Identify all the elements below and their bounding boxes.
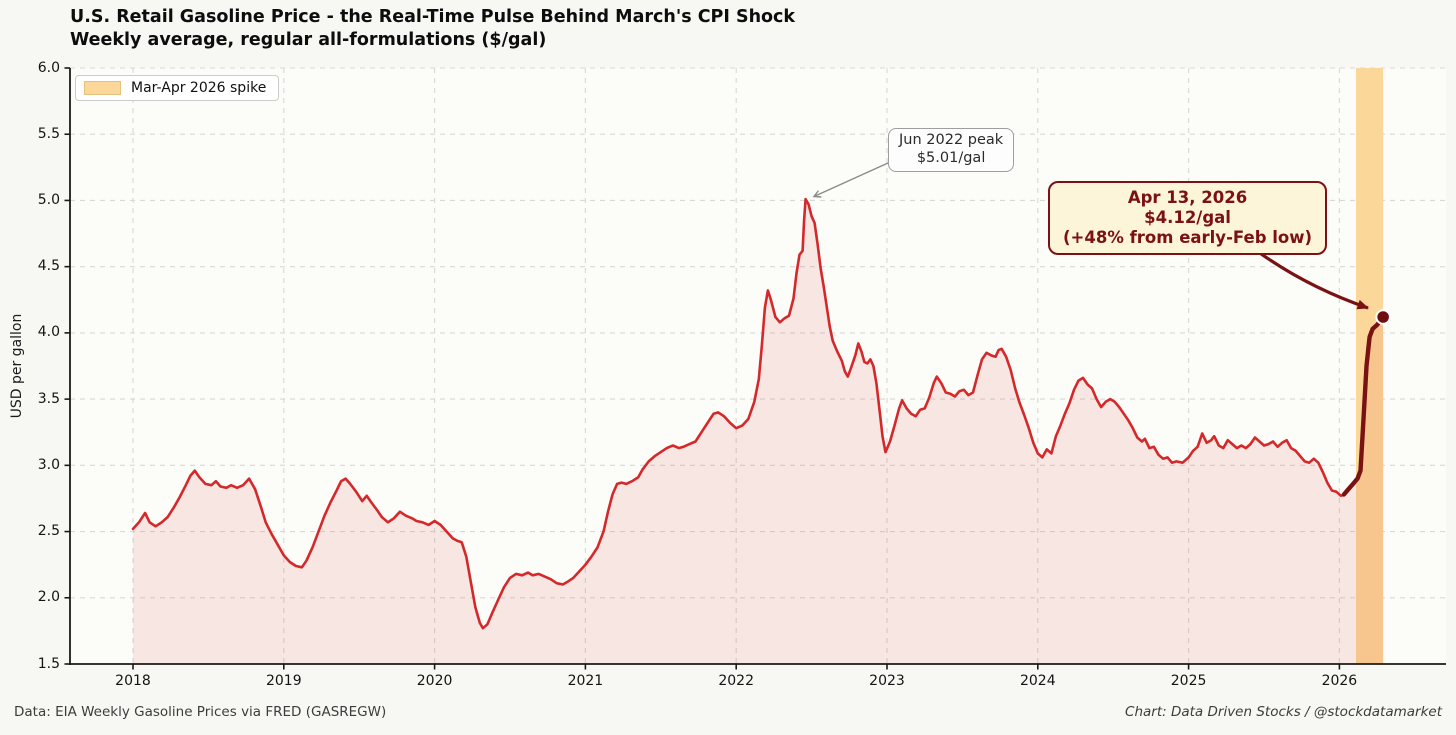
title-block: U.S. Retail Gasoline Price - the Real-Ti… xyxy=(70,6,795,52)
peak-annotation-arrow xyxy=(812,162,889,198)
x-tick-label: 2018 xyxy=(115,673,151,689)
x-tick-label: 2022 xyxy=(718,673,754,689)
peak-annotation-line1: Jun 2022 peak xyxy=(899,132,1004,148)
end-point-dot xyxy=(1375,309,1391,325)
y-tick-label: 3.5 xyxy=(37,390,60,407)
legend-label: Mar-Apr 2026 spike xyxy=(131,80,267,96)
peak-annotation-line2: $5.01/gal xyxy=(916,149,986,166)
plot-area xyxy=(70,68,1446,664)
y-tick-label: 5.0 xyxy=(37,191,60,208)
x-tick-label: 2024 xyxy=(1019,673,1056,689)
legend: Mar-Apr 2026 spike xyxy=(75,75,280,101)
y-tick-label: 2.5 xyxy=(37,523,60,540)
y-tick-label: 3.0 xyxy=(37,456,60,473)
area-fill xyxy=(133,199,1384,664)
price-line xyxy=(131,197,1346,630)
y-tick-label: 6.0 xyxy=(37,59,60,76)
spike-annotation-line1: Apr 13, 2026 xyxy=(1127,188,1248,207)
y-tick-label: 4.0 xyxy=(37,324,60,341)
highlight-band xyxy=(1355,68,1384,664)
x-tick-label: 2021 xyxy=(567,673,604,689)
chart-credit-note: Chart: Data Driven Stocks / @stockdatama… xyxy=(1125,704,1442,720)
y-tick-label: 1.5 xyxy=(37,655,60,672)
spike-annotation-line2: $4.12/gal xyxy=(1144,208,1231,228)
chart-title: U.S. Retail Gasoline Price - the Real-Ti… xyxy=(70,7,796,27)
x-tick-label: 2020 xyxy=(416,673,453,689)
chart-subtitle: Weekly average, regular all-formulations… xyxy=(70,30,547,50)
y-tick-label: 2.0 xyxy=(37,589,60,606)
x-tick-label: 2019 xyxy=(265,673,302,689)
spike-annotation-arrow xyxy=(1256,249,1369,310)
data-source-note: Data: EIA Weekly Gasoline Prices via FRE… xyxy=(14,704,387,720)
legend-band-swatch-icon xyxy=(84,81,121,95)
spike-annotation-line3: (+48% from early-Feb low) xyxy=(1063,228,1313,248)
x-tick-label: 2023 xyxy=(869,673,905,689)
y-tick-label: 4.5 xyxy=(37,258,60,275)
y-tick-label: 5.5 xyxy=(37,125,60,142)
x-tick-label: 2026 xyxy=(1321,673,1358,689)
spike-line xyxy=(1341,314,1386,497)
annotation-apr-2026-spike: Apr 13, 2026 $4.12/gal (+48% from early-… xyxy=(1048,181,1328,256)
annotation-jun-2022-peak: Jun 2022 peak $5.01/gal xyxy=(888,128,1015,172)
x-tick-label: 2025 xyxy=(1170,673,1207,689)
